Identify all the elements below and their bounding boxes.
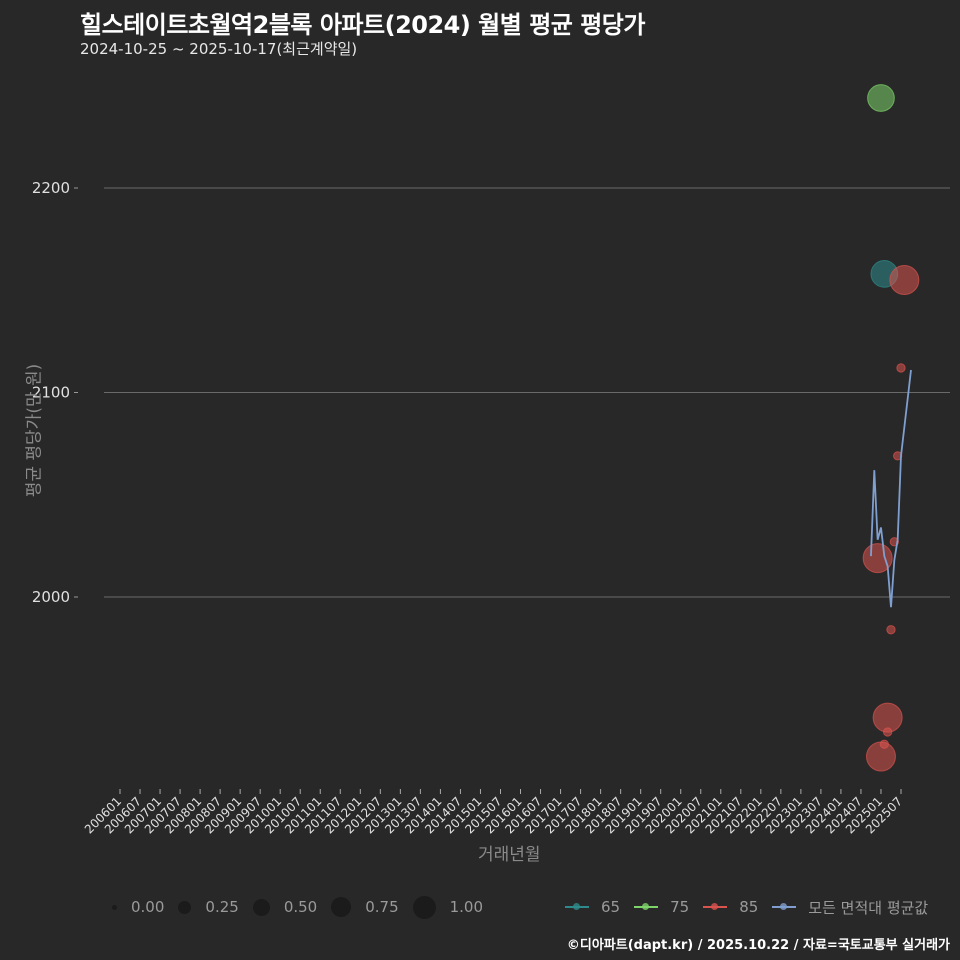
size-legend-item: 0.50 — [252, 898, 318, 916]
color-legend-label: 65 — [601, 898, 621, 916]
size-key-icon — [112, 904, 117, 910]
average-line — [870, 369, 912, 608]
size-key-icon — [412, 895, 436, 919]
y-tick-label: 2000 — [32, 588, 70, 606]
color-legend-item: 85 — [703, 898, 758, 916]
size-legend-label: 0.75 — [365, 898, 399, 916]
line-key-icon — [634, 903, 659, 910]
size-key-icon — [252, 898, 270, 916]
data-point-75 — [867, 84, 895, 112]
size-key-icon — [178, 900, 192, 914]
color-legend-label: 85 — [739, 898, 759, 916]
data-point-85 — [879, 739, 889, 749]
color-legend-item: 75 — [634, 898, 689, 916]
y-axis-label: 평균 평당가(만 원) — [24, 363, 45, 498]
color-legend: 65 75 85 모든 면적대 평균값 — [565, 896, 942, 918]
size-legend-item: 0.00 — [112, 898, 164, 916]
data-point-85 — [889, 265, 920, 296]
color-legend-item: 모든 면적대 평균값 — [772, 897, 928, 918]
size-key-icon — [331, 897, 352, 917]
y-tick-label: 2200 — [32, 179, 70, 197]
line-key-icon — [565, 903, 589, 910]
data-point-85 — [886, 625, 896, 635]
footer-credit: ©디아파트(dapt.kr) / 2025.10.22 / 자료=국토교통부 실… — [566, 938, 950, 953]
size-legend-item: 1.00 — [412, 895, 484, 919]
chart-subtitle: 2024-10-25 ~ 2025-10-17(최근계약일) — [80, 40, 358, 58]
x-axis-label: 거래년월 — [478, 845, 541, 865]
size-legend-item: 0.25 — [178, 898, 239, 916]
color-legend-item: 65 — [565, 898, 620, 916]
size-legend-label: 0.25 — [205, 898, 239, 916]
data-point-85 — [872, 702, 903, 733]
size-legend-item: 0.75 — [331, 897, 399, 917]
line-key-icon — [703, 903, 728, 910]
size-legend: 0.00 0.25 0.50 0.75 1.00 — [112, 895, 497, 919]
size-legend-label: 0.00 — [131, 898, 165, 916]
line-key-icon — [772, 903, 797, 910]
data-point-85 — [896, 363, 906, 373]
color-legend-label: 75 — [670, 898, 690, 916]
size-legend-label: 0.50 — [283, 898, 318, 916]
y-tick-label: 2100 — [32, 384, 70, 402]
color-legend-label: 모든 면적대 평균값 — [808, 898, 929, 917]
size-legend-label: 1.00 — [449, 898, 484, 916]
chart-title: 힐스테이트초월역2블록 아파트(2024) 월별 평균 평당가 — [80, 11, 645, 39]
